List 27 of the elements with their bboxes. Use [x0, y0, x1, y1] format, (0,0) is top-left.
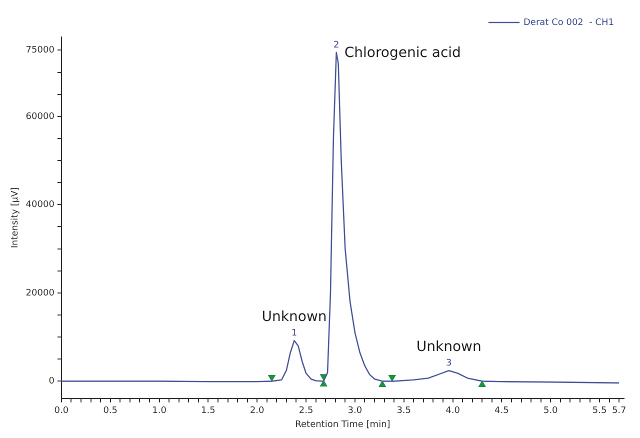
- annotation: Unknown: [262, 309, 327, 326]
- legend-label: Derat Co 002 - CH1: [523, 18, 614, 28]
- x-tick-label: 0.5: [103, 406, 118, 416]
- x-tick-label: 4.5: [494, 406, 509, 416]
- x-tick-label: 0.0: [54, 406, 69, 416]
- y-tick-label: 20000: [26, 288, 55, 298]
- annotation: 3: [446, 358, 452, 368]
- x-tick-label: 5.0: [543, 406, 558, 416]
- y-tick-label: 60000: [26, 112, 55, 122]
- x-tick-label: 2.0: [250, 406, 265, 416]
- y-tick-label: 40000: [26, 200, 55, 210]
- x-tick-label: 5.7: [612, 406, 626, 416]
- x-tick-label: 5.5: [592, 406, 607, 416]
- y-axis-title: Intensity [µV]: [10, 187, 21, 248]
- y-tick-label: 0: [48, 376, 55, 387]
- annotation: 2: [333, 40, 340, 50]
- y-tick-label: 75000: [26, 46, 55, 56]
- x-tick-label: 3.5: [396, 406, 412, 416]
- x-tick-label: 4.0: [446, 406, 460, 416]
- annotation: Unknown: [416, 339, 482, 356]
- x-tick-label: 2.5: [298, 406, 314, 416]
- x-tick-label: 3.0: [348, 406, 362, 416]
- x-axis-title: Retention Time [min]: [295, 420, 390, 430]
- annotation: 1: [291, 328, 298, 338]
- x-tick-label: 1.5: [201, 406, 216, 416]
- x-tick-label: 1.0: [152, 406, 167, 416]
- annotation: Chlorogenic acid: [344, 45, 461, 62]
